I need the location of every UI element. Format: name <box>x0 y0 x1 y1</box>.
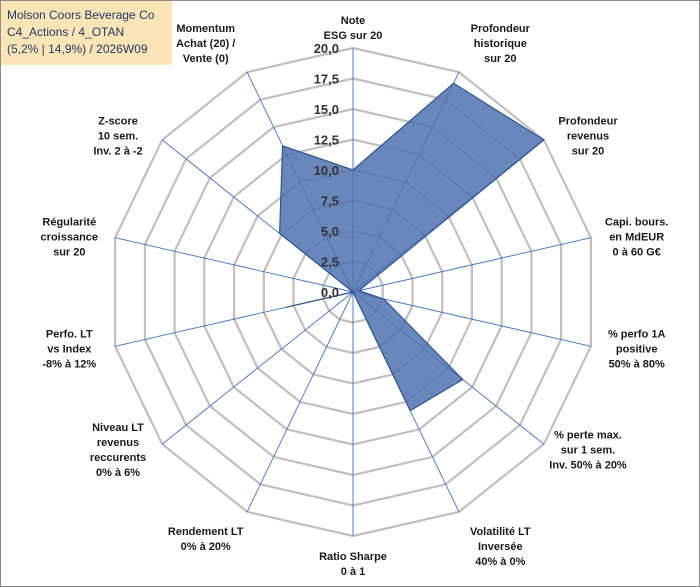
title-line-stats: (5,2% | 14,9%) / 2026W09 <box>7 42 148 56</box>
axis-label: 0 à 60 G€ <box>613 246 661 258</box>
radar-series <box>278 82 545 412</box>
axis-label: % perfo 1A <box>608 329 666 341</box>
tick-label: 7,5 <box>321 194 339 209</box>
axis-label: ESG sur 20 <box>324 30 383 42</box>
axis-label: sur 20 <box>572 145 604 157</box>
radar-tick-labels: 0,0 2,5 5,0 7,5 10,0 12,5 15,0 17,5 20,0 <box>314 41 339 300</box>
axis-label: 40% à 0% <box>475 556 525 568</box>
radar-series-area <box>278 82 545 412</box>
tick-label: 15,0 <box>314 102 339 117</box>
axis-label: Profondeur <box>471 23 531 35</box>
axis-label: historique <box>474 38 527 50</box>
axis-label: Niveau LT <box>92 422 144 434</box>
axis-label: % perte max. <box>554 430 622 442</box>
axis-label: en MdEUR <box>609 231 664 243</box>
axis-label: -8% à 12% <box>42 359 96 371</box>
axis-label: 10 sem. <box>98 130 138 142</box>
axis-label: Ratio Sharpe <box>319 551 387 563</box>
axis-label: Inv. 2 à -2 <box>93 145 142 157</box>
axis-label: sur 20 <box>53 246 85 258</box>
axis-label: vs Index <box>47 344 92 356</box>
tick-label: 20,0 <box>314 41 339 56</box>
radar-spoke <box>352 237 592 293</box>
axis-label: 0% à 6% <box>96 467 140 479</box>
axis-label: Régularité <box>42 216 96 228</box>
tick-label: 10,0 <box>314 163 339 178</box>
axis-label: Capi. bours. <box>605 216 669 228</box>
axis-label: Achat (20) / <box>176 38 235 50</box>
axis-label: Volatilité LT <box>470 526 531 538</box>
axis-label: Vente (0) <box>183 53 229 65</box>
tick-label: 0,0 <box>321 285 339 300</box>
radar-axis-labels: Note ESG sur 20 Profondeur historique sur 20… <box>41 15 669 578</box>
axis-label: 0 à 1 <box>341 566 365 578</box>
axis-label: Perfo. LT <box>46 329 93 341</box>
tick-label: 17,5 <box>314 72 339 87</box>
axis-label: Note <box>341 15 365 27</box>
tick-label: 12,5 <box>314 133 339 148</box>
axis-label: Inversée <box>478 541 523 553</box>
radar-spoke <box>246 291 354 512</box>
axis-label: croissance <box>41 231 98 243</box>
axis-label: reccurents <box>90 452 146 464</box>
axis-label: sur 20 <box>484 53 516 65</box>
tick-label: 2,5 <box>321 255 339 270</box>
tick-label: 5,0 <box>321 224 339 239</box>
axis-label: revenus <box>567 130 609 142</box>
axis-label: Profondeur <box>558 115 618 127</box>
radar-spoke <box>161 291 354 445</box>
axis-label: Momentum <box>176 23 235 35</box>
axis-label: Inv. 50% à 20% <box>549 460 627 472</box>
radar-spoke <box>352 291 592 347</box>
axis-label: 0% à 20% <box>181 541 231 553</box>
axis-label: 50% à 80% <box>609 359 665 371</box>
title-line-company: Molson Coors Beverage Co <box>7 8 155 22</box>
chart-title-box: Molson Coors Beverage Co C4_Actions / 4_… <box>1 1 172 65</box>
axis-label: Rendement LT <box>168 526 244 538</box>
axis-label: sur 1 sem. <box>561 445 615 457</box>
axis-label: Z-score <box>98 115 138 127</box>
radar-spoke <box>114 237 354 293</box>
title-line-category: C4_Actions / 4_OTAN <box>7 25 125 39</box>
axis-label: revenus <box>97 437 139 449</box>
axis-label: positive <box>616 344 658 356</box>
